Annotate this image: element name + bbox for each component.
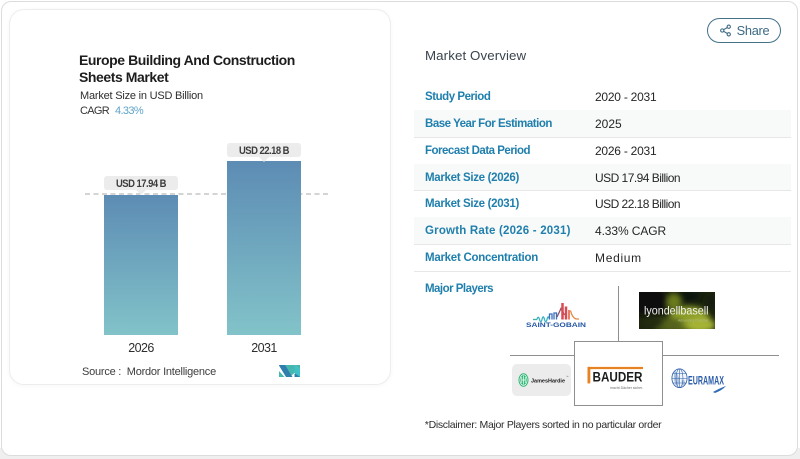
svg-text:lyondellbasell: lyondellbasell xyxy=(644,304,709,318)
svg-text:BAUDER: BAUDER xyxy=(593,369,643,384)
svg-text:EURAMAX: EURAMAX xyxy=(688,376,724,388)
svg-text:macht Dächer sicher.: macht Dächer sicher. xyxy=(610,386,643,390)
svg-text:Advancing Possible: Advancing Possible xyxy=(678,319,709,323)
svg-text:USD 17.94 B: USD 17.94 B xyxy=(116,178,167,190)
svg-text:™: ™ xyxy=(566,376,569,379)
svg-text:JamesHardie: JamesHardie xyxy=(531,379,565,385)
svg-text:SAINT-GOBAIN: SAINT-GOBAIN xyxy=(526,322,586,329)
svg-text:USD 22.18 B: USD 22.18 B xyxy=(239,145,290,157)
